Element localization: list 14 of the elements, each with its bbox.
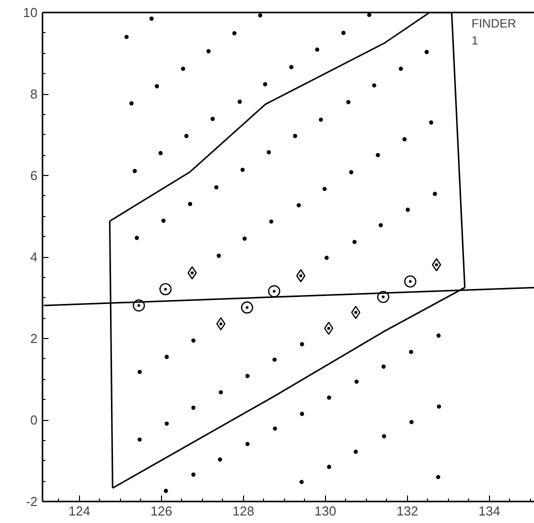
x-tick-label: 134: [478, 504, 500, 518]
y-tick-label: -2: [26, 494, 38, 509]
x-tick-label: 124: [68, 504, 90, 518]
y-tick-label: 8: [30, 86, 38, 102]
y-tick-label: 4: [30, 250, 38, 264]
y-tick-label: 0: [30, 412, 38, 428]
x-tick-label: 132: [396, 504, 418, 518]
annotation: FINDER 1: [472, 16, 516, 48]
y-tick-label: 2: [30, 331, 38, 346]
y-tick-label: 6: [30, 168, 38, 183]
x-tick-label: 128: [232, 504, 254, 518]
x-tick-label: 126: [150, 504, 172, 518]
x-tick-label: 130: [314, 504, 336, 518]
y-tick-label: 10: [23, 5, 38, 20]
